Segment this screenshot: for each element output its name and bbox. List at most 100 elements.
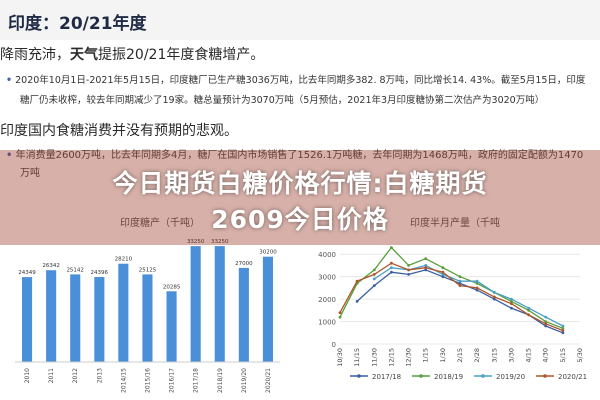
- legend-label-1: 2018/19: [434, 373, 463, 381]
- line-point-0-8: [475, 288, 479, 292]
- bar-label-10: 30200: [259, 250, 277, 256]
- line-point-0-6: [441, 275, 445, 279]
- line-point-1-13: [561, 326, 565, 330]
- line-point-1-4: [407, 264, 410, 267]
- bar-chart: 印度糖产（千吨） 24349 2010 26342 2011 25142 2012 24396…: [15, 216, 280, 393]
- bar-category-7: 2017/18: [193, 368, 200, 393]
- line-point-3-8: [475, 286, 479, 290]
- line-point-2-11: [527, 306, 530, 310]
- bar-label-0: 24349: [18, 270, 36, 276]
- line-point-3-0: [338, 311, 342, 314]
- line-xtick-1: 11/15: [353, 348, 361, 367]
- legend-marker-0: [357, 374, 361, 378]
- legend-marker-1: [419, 374, 423, 378]
- line-point-1-10: [510, 300, 513, 303]
- bar-category-8: 2018/19: [217, 368, 224, 393]
- bar-label-4: 28210: [115, 257, 133, 263]
- line-point-0-1: [355, 300, 359, 303]
- headline-line-2: 2609今日价格: [211, 205, 389, 234]
- line-ytick-1: 1000: [318, 319, 336, 327]
- line-xtick-8: 2/28: [473, 348, 481, 363]
- line-point-0-12: [544, 324, 548, 328]
- bar-label-2: 25142: [66, 267, 84, 273]
- line-point-0-7: [458, 282, 462, 285]
- line-point-2-7: [458, 279, 462, 283]
- legend-label-3: 2020/21: [558, 373, 587, 381]
- legend-label-2: 2019/20: [496, 373, 525, 381]
- line-xtick-3: 12/15: [387, 348, 395, 367]
- bar-category-0: 2010: [24, 368, 31, 383]
- line-xtick-10: 3/30: [507, 348, 515, 363]
- line-xtick-9: 3/15: [490, 348, 498, 363]
- line-point-3-6: [441, 270, 445, 274]
- rain-line-suffix: 提振20/21年度食糖增产。: [98, 47, 265, 63]
- line-series-0: [356, 269, 564, 334]
- line-point-3-2: [372, 273, 376, 276]
- line-point-0-13: [561, 331, 565, 335]
- bar-label-6: 20285: [163, 284, 181, 290]
- line-point-0-2: [372, 284, 376, 287]
- line-xtick-13: 5/15: [559, 348, 567, 363]
- bar-10: [262, 256, 273, 362]
- line-point-1-7: [458, 275, 462, 279]
- bar-category-3: 2013: [96, 368, 103, 383]
- bar-4: [118, 263, 129, 362]
- consumption-line: 印度国内食糖消费并没有预期的悲观。: [0, 123, 238, 139]
- line-point-2-5: [424, 264, 428, 267]
- bar-category-4: 2014/15: [120, 368, 127, 393]
- bar-label-5: 25125: [139, 267, 157, 273]
- bar-category-1: 2011: [48, 368, 55, 383]
- line-point-2-9: [492, 291, 496, 294]
- bar-label-8: 33250: [211, 239, 229, 245]
- legend-marker-2: [481, 374, 485, 378]
- bar-8: [214, 246, 225, 362]
- bar-label-3: 24396: [91, 270, 109, 276]
- line-point-2-2: [372, 277, 376, 281]
- bar-0: [22, 277, 33, 362]
- legend-marker-3: [543, 374, 547, 378]
- page-title: 印度：20/21年度: [8, 14, 147, 34]
- line-point-1-2: [372, 268, 376, 272]
- line-point-3-5: [424, 266, 428, 270]
- line-point-0-4: [407, 273, 410, 276]
- line-xtick-2: 11/30: [370, 348, 378, 367]
- faded-bullet: • 年消费量2600万吨，比去年同期多4月，糖厂在国内市场销售了1526.1万吨…: [6, 150, 584, 161]
- line-point-1-12: [544, 320, 548, 323]
- line-xtick-7: 2/15: [456, 348, 464, 363]
- line-point-3-4: [407, 268, 410, 272]
- rain-line-prefix: 降雨充沛，: [0, 47, 70, 63]
- rain-line-bold: 天气: [70, 47, 98, 63]
- headline-overlay: 今日期货白糖价格行情:白糖期货 2609今日价格: [0, 150, 600, 245]
- line-ytick-2: 2000: [318, 296, 336, 304]
- line-xtick-5: 1/15: [422, 348, 430, 363]
- line-point-2-3: [390, 266, 393, 270]
- line-series-2: [373, 264, 564, 327]
- line-xtick-4: 12/30: [405, 348, 413, 367]
- bar-2: [70, 274, 81, 362]
- line-ytick-3: 3000: [318, 274, 336, 282]
- line-point-1-6: [441, 266, 445, 270]
- line-point-1-8: [475, 282, 479, 285]
- bar-chart-title: 印度糖产（千吨）: [120, 216, 200, 229]
- bar-label-9: 27000: [235, 261, 253, 267]
- line-point-3-13: [561, 329, 565, 332]
- line-xtick-12: 4/30: [542, 348, 550, 363]
- bar-6: [166, 291, 177, 362]
- bar-category-5: 2015/16: [145, 368, 152, 393]
- line-ytick-4: 4000: [318, 251, 336, 259]
- detail-text-1: 2020年10月1日-2021年5月15日，印度糖厂已生产糖3036万吨，比去年…: [15, 75, 586, 86]
- line-point-0-10: [510, 306, 513, 310]
- line-point-1-0: [338, 315, 342, 319]
- bar-category-6: 2016/17: [169, 368, 176, 393]
- line-chart-title: 印度半月产量（千吨: [410, 216, 500, 229]
- rain-line: 降雨充沛，天气提振20/21年度食糖增产。: [0, 44, 264, 64]
- line-point-0-3: [390, 270, 393, 274]
- bar-7: [190, 246, 201, 362]
- bar-1: [46, 270, 57, 362]
- bar-label-1: 26342: [42, 263, 60, 269]
- legend-label-0: 2017/18: [372, 373, 401, 381]
- detail-bullet-1: • 2020年10月1日-2021年5月15日，印度糖厂已生产糖3036万吨，比…: [6, 75, 586, 86]
- line-point-1-11: [527, 308, 530, 312]
- line-point-2-8: [475, 279, 479, 283]
